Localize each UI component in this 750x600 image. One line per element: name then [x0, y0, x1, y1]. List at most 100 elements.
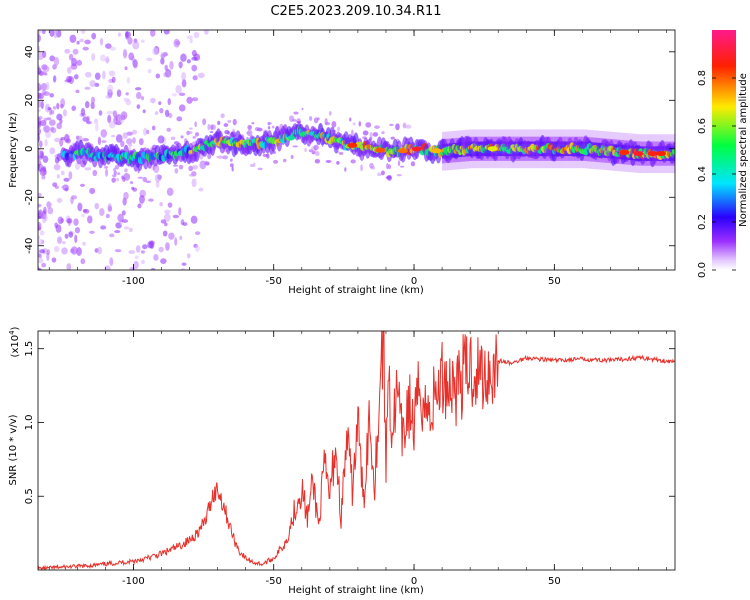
heat-cell	[324, 122, 331, 126]
snr-ylabel: SNR (10 * v/v)	[8, 414, 19, 485]
heat-cell	[296, 120, 302, 124]
heat-cell	[94, 72, 101, 80]
heat-cell	[42, 65, 50, 73]
heat-cell	[63, 177, 70, 182]
heat-cell	[39, 167, 47, 177]
heat-cell	[131, 186, 135, 190]
snr-background	[38, 331, 675, 570]
heat-cell	[38, 100, 42, 108]
heat-hotspot	[487, 146, 498, 152]
heat-cell	[132, 137, 136, 144]
spectrogram-xtick-label: 0	[411, 276, 417, 287]
spectrogram-ticks: -100 -50 0 50 -40 -20 0 20 40	[24, 30, 675, 287]
heat-cell	[113, 167, 116, 172]
heat-cell	[38, 235, 41, 240]
heat-cell	[117, 113, 125, 123]
spectrogram-ytick-label: -40	[24, 238, 35, 254]
heat-cell	[100, 225, 107, 230]
heat-cell	[380, 170, 385, 176]
heat-cell	[145, 180, 152, 184]
colorbar-gradient	[712, 30, 736, 270]
heat-cell	[267, 122, 271, 126]
heat-cell	[125, 138, 133, 145]
heat-cell	[75, 89, 80, 94]
colorbar-tick-label: 0.0	[697, 262, 708, 278]
heat-cell	[410, 161, 416, 167]
heat-cell	[191, 64, 198, 72]
heat-cell	[54, 157, 60, 164]
heat-cell	[49, 147, 56, 155]
heat-cell	[82, 241, 86, 246]
spectrogram-xtick-label: 50	[548, 276, 561, 287]
heat-cell	[108, 70, 116, 77]
heat-cell	[381, 131, 385, 135]
heat-cell	[47, 106, 52, 111]
heat-cell	[49, 55, 56, 62]
heat-cell	[82, 138, 89, 142]
heat-cell	[66, 218, 73, 224]
heat-cell	[79, 38, 84, 43]
heat-cell	[194, 132, 200, 137]
heat-cell	[317, 117, 320, 121]
heat-cell	[38, 224, 41, 228]
heat-cell	[395, 123, 400, 131]
heat-cell	[132, 129, 138, 135]
heat-cell	[390, 136, 395, 140]
heat-cell	[164, 222, 168, 227]
heat-cell	[54, 137, 61, 143]
heat-cell	[70, 196, 74, 205]
snr-ticks: -100 -50 0 50 0.5 1.0 1.5	[24, 331, 675, 587]
heat-cell	[159, 202, 163, 207]
heat-cell	[38, 45, 40, 53]
heat-cell	[46, 201, 52, 210]
spectrogram-heat	[38, 30, 675, 270]
heat-cell	[135, 245, 141, 253]
heat-cell	[80, 107, 86, 117]
heat-cell	[272, 151, 276, 154]
heat-cell	[314, 159, 321, 164]
heat-cell	[106, 110, 114, 115]
heat-cell	[76, 40, 80, 45]
heat-cell	[247, 124, 252, 130]
heat-cell	[57, 216, 64, 225]
spectrogram-ytick-label: 0	[24, 146, 35, 152]
heat-hotspot	[347, 142, 358, 148]
heat-cell	[117, 172, 121, 176]
heat-cell	[123, 226, 130, 230]
heat-cell	[292, 145, 299, 148]
heat-cell	[148, 240, 155, 246]
heat-cell	[93, 118, 99, 125]
heat-cell	[386, 174, 392, 181]
heat-cell	[109, 46, 117, 51]
heat-cell	[128, 143, 133, 147]
heat-cell	[372, 132, 379, 137]
heat-cell	[290, 154, 294, 159]
heat-cell	[178, 61, 183, 69]
heat-cell	[57, 236, 63, 244]
heat-cell	[328, 111, 332, 116]
heat-cell	[107, 203, 112, 211]
heat-cell	[122, 132, 128, 139]
heat-cell	[186, 35, 194, 40]
heat-cell	[365, 122, 372, 128]
heat-cell	[142, 177, 148, 183]
heat-cell	[217, 120, 221, 125]
heat-cell	[104, 265, 111, 270]
heat-cell	[76, 247, 82, 256]
heat-cell	[168, 112, 173, 119]
heat-cell	[138, 138, 144, 146]
heat-cell	[126, 76, 131, 84]
heat-cell	[197, 72, 205, 79]
heat-cell	[126, 131, 133, 136]
heat-cell	[137, 176, 144, 179]
heat-cell	[64, 233, 69, 239]
heat-cell	[304, 147, 307, 153]
heat-cell	[60, 98, 66, 108]
heat-cell	[40, 82, 48, 91]
heat-cell	[188, 165, 194, 172]
heat-cell	[45, 81, 50, 91]
heat-cell	[188, 173, 195, 177]
heat-cell	[114, 229, 121, 234]
heat-cell	[70, 246, 78, 255]
heat-cell	[52, 105, 57, 110]
